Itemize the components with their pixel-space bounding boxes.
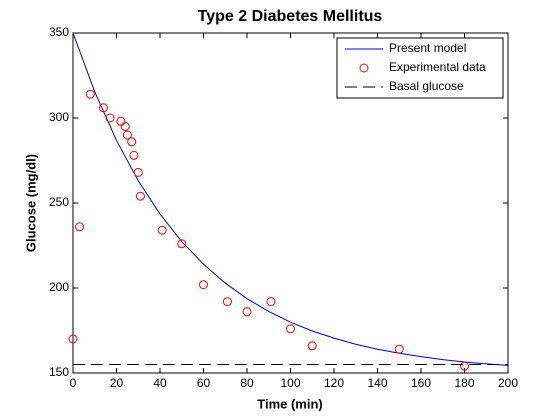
x-tick-label: 20 [110, 376, 124, 390]
y-tick-label: 150 [49, 365, 69, 379]
data-point [85, 89, 95, 99]
model-line [72, 32, 509, 366]
x-tick-label: 200 [498, 376, 518, 390]
data-point [135, 191, 145, 201]
legend-box [336, 37, 504, 99]
x-tick-label: 100 [280, 376, 300, 390]
legend-label: Present model [389, 41, 466, 55]
data-point [460, 361, 469, 371]
data-point [133, 167, 143, 177]
data-point [98, 103, 108, 113]
data-point [129, 150, 139, 160]
data-point [394, 344, 404, 354]
data-point [266, 297, 276, 307]
data-point [68, 334, 78, 344]
x-tick-label: 160 [411, 376, 431, 390]
y-axis-label: Glucose (mg/dl) [23, 154, 38, 252]
data-point [286, 324, 295, 334]
data-point [120, 122, 130, 131]
data-point [177, 239, 187, 249]
x-tick-label: 60 [197, 376, 211, 390]
y-tick-label: 350 [49, 25, 69, 39]
data-point [75, 222, 85, 232]
legend-marker [359, 63, 369, 73]
legend-label: Basal glucose [389, 79, 464, 93]
y-tick-label: 200 [49, 280, 69, 294]
x-tick-label: 80 [240, 376, 254, 390]
x-tick-label: 140 [367, 376, 387, 390]
data-point [157, 225, 167, 235]
data-point [105, 113, 115, 123]
legend-label: Experimental data [389, 60, 486, 74]
chart-title: Type 2 Diabetes Mellitus [198, 8, 383, 25]
data-point [122, 130, 132, 140]
x-axis-label: Time (min) [257, 396, 323, 411]
x-tick-label: 40 [153, 376, 167, 390]
data-point [307, 341, 317, 351]
data-point [222, 297, 232, 307]
x-tick-label: 0 [70, 376, 77, 390]
x-tick-label: 180 [454, 376, 474, 390]
y-tick-label: 250 [49, 195, 69, 209]
data-point [242, 307, 252, 317]
data-point [127, 137, 137, 147]
x-tick-label: 120 [324, 376, 344, 390]
data-point [199, 280, 208, 290]
y-tick-label: 300 [49, 110, 69, 124]
